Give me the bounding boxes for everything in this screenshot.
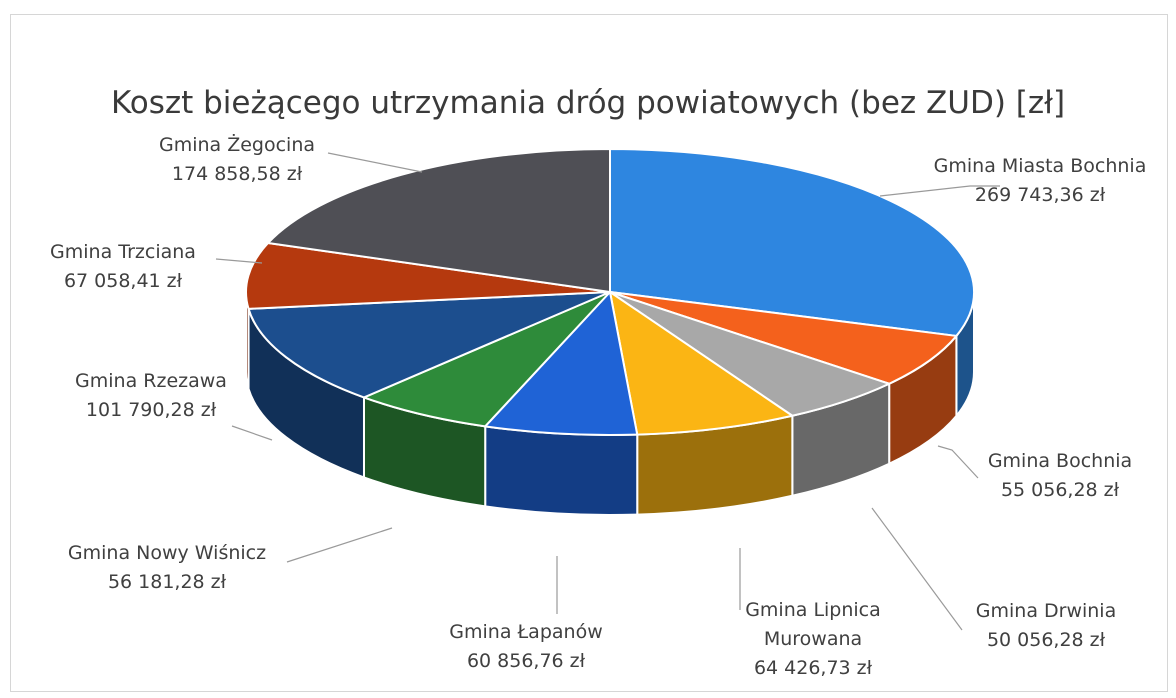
pie-slice-gmina-trzciana bbox=[245, 241, 611, 310]
data-label-value: 64 426,73 zł bbox=[754, 657, 873, 679]
data-label-value: 67 058,41 zł bbox=[64, 270, 183, 292]
leader-line-gmina-miasta-bochnia bbox=[879, 185, 1000, 197]
data-label-name: Gmina Żegocina bbox=[159, 133, 315, 156]
pie-slice-gmina-miasta-bochnia bbox=[609, 148, 975, 337]
data-label-value: 269 743,36 zł bbox=[975, 184, 1106, 206]
pie-slice-gmina-lipnica-murowana bbox=[609, 291, 794, 436]
data-label-name: Gmina Trzciana bbox=[50, 241, 196, 263]
data-label-value: 101 790,28 zł bbox=[86, 399, 217, 421]
leader-line-gmina-nowy-wisnicz bbox=[286, 527, 393, 563]
data-label-name: Gmina Lipnica bbox=[745, 599, 881, 621]
pie-slice-gmina-nowy-wisnicz bbox=[362, 291, 611, 428]
pie-side-gmina-lapanow bbox=[484, 425, 639, 516]
data-label-name: Murowana bbox=[764, 628, 862, 650]
data-label-value: 174 858,58 zł bbox=[172, 163, 303, 185]
data-label-value: 50 056,28 zł bbox=[987, 629, 1106, 651]
pie-slice-gmina-bochnia bbox=[609, 291, 958, 385]
pie-slice-gmina-zegocina bbox=[267, 148, 611, 293]
leader-line-gmina-drwinia bbox=[871, 507, 963, 631]
data-label-name: Gmina Łapanów bbox=[449, 621, 602, 643]
chart-title: Koszt bieżącego utrzymania dróg powiatow… bbox=[111, 85, 1065, 121]
data-label-value: 55 056,28 zł bbox=[1001, 479, 1120, 501]
data-label-name: Gmina Bochnia bbox=[988, 450, 1132, 472]
data-label-value: 60 856,76 zł bbox=[467, 650, 586, 672]
data-labels: Gmina Miasta Bochnia 269 743,36 zł Gmina B… bbox=[50, 133, 1146, 679]
data-label-name: Gmina Miasta Bochnia bbox=[934, 155, 1147, 177]
pie-tops bbox=[245, 148, 975, 436]
leader-line-gmina-zegocina bbox=[327, 152, 423, 173]
data-label-name: Gmina Rzezawa bbox=[75, 370, 227, 392]
data-label-value: 56 181,28 zł bbox=[108, 571, 227, 593]
pie-slice-gmina-drwinia bbox=[609, 291, 891, 417]
data-label-name: Gmina Nowy Wiśnicz bbox=[68, 542, 266, 564]
pie-slice-gmina-lapanow bbox=[484, 291, 639, 436]
leader-lines bbox=[215, 152, 1000, 631]
pie-slice-gmina-rzezawa bbox=[247, 291, 611, 399]
leader-line-gmina-rzezawa bbox=[231, 425, 273, 441]
data-label-name: Gmina Drwinia bbox=[976, 600, 1116, 622]
leader-line-gmina-bochnia bbox=[937, 445, 979, 479]
leader-line-gmina-trzciana bbox=[215, 258, 263, 264]
